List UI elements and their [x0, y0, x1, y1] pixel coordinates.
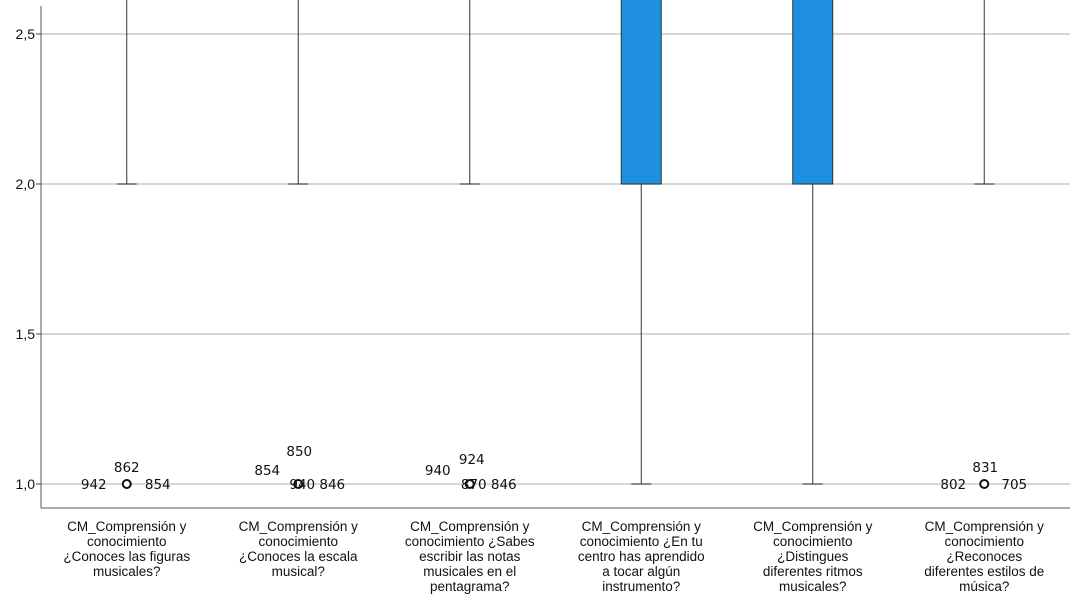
- outlier-label: 940: [425, 463, 451, 479]
- outlier-label: 831: [972, 460, 998, 476]
- category-label-line: ¿Conoces las figuras: [63, 549, 190, 564]
- outlier-marker: [121, 479, 132, 489]
- boxes: [116, 0, 995, 485]
- category-label-line: conocimiento: [258, 534, 338, 549]
- outlier-label: 924: [459, 452, 485, 468]
- category-label-line: pentagrama?: [430, 579, 510, 594]
- category-label-line: conocimiento ¿En tu: [580, 534, 703, 549]
- category-label-line: musicales?: [779, 579, 847, 594]
- outlier-marker: [293, 479, 304, 489]
- category-label-line: ¿Conoces la escala: [239, 549, 358, 564]
- y-tick-label: 2,5: [16, 26, 36, 42]
- outlier-label: 942: [81, 477, 107, 493]
- category-label-line: conocimiento: [773, 534, 853, 549]
- outlier-marker: [979, 479, 990, 489]
- outlier-label: 850: [286, 444, 312, 460]
- y-tick-label: 2,0: [16, 176, 36, 192]
- category-label: CM_Comprensión y conocimiento ¿Distingues d…: [753, 519, 873, 594]
- category-label-line: a tocar algún: [602, 564, 680, 579]
- outlier-label: 854: [145, 477, 171, 493]
- category-label: CM_Comprensión y conocimiento ¿Sabes escri…: [405, 519, 535, 594]
- category-label-line: musical?: [272, 564, 325, 579]
- category-label-line: diferentes ritmos: [763, 564, 863, 579]
- outlier-label: 862: [114, 460, 140, 476]
- outlier-label: 854: [254, 463, 280, 479]
- category-label-line: CM_Comprensión y: [925, 519, 1045, 534]
- gridlines: [41, 33, 1070, 485]
- outlier-label: 802: [940, 477, 966, 493]
- category-label: CM_Comprensión y conocimiento ¿Conoces las…: [63, 519, 190, 579]
- category-label-line: CM_Comprensión y: [410, 519, 530, 534]
- outlier-label: 846: [319, 477, 345, 493]
- category-label-line: centro has aprendido: [578, 549, 705, 564]
- y-tick-labels: 1,01,52,02,53,03,54,0: [16, 26, 36, 492]
- axes: [36, 6, 1070, 509]
- category-label-line: ¿Reconoces: [946, 549, 1022, 564]
- category-label-line: CM_Comprensión y: [582, 519, 702, 534]
- category-label-line: conocimiento ¿Sabes: [405, 534, 535, 549]
- category-label: CM_Comprensión y conocimiento ¿Conoces la …: [239, 519, 359, 579]
- category-label-line: música?: [959, 579, 1009, 594]
- category-label-line: ¿Distingues: [777, 549, 849, 564]
- box: [792, 0, 834, 185]
- category-labels: CM_Comprensión y conocimiento ¿Conoces las…: [63, 519, 1044, 594]
- category-label-line: CM_Comprensión y: [67, 519, 187, 534]
- category-label: CM_Comprensión y conocimiento ¿En tu centr…: [578, 519, 705, 594]
- outlier-label: 705: [1001, 477, 1027, 493]
- category-label-line: conocimiento: [87, 534, 167, 549]
- outlier-marker: [464, 479, 475, 489]
- category-label-line: musicales en el: [423, 564, 516, 579]
- category-label-line: escribir las notas: [419, 549, 521, 564]
- outlier-label: 940: [289, 477, 315, 493]
- category-label-line: instrumento?: [602, 579, 680, 594]
- category-label-line: musicales?: [93, 564, 161, 579]
- category-label-line: diferentes estilos de: [924, 564, 1044, 579]
- category-label-line: conocimiento: [944, 534, 1024, 549]
- y-tick-label: 1,5: [16, 326, 36, 342]
- category-label: CM_Comprensión y conocimiento ¿Reconoces di…: [924, 519, 1044, 594]
- outlier-label: 870: [461, 477, 487, 493]
- category-label-line: CM_Comprensión y: [239, 519, 359, 534]
- y-tick-label: 1,0: [16, 476, 36, 492]
- category-label-line: CM_Comprensión y: [753, 519, 873, 534]
- box: [620, 0, 662, 185]
- outlier-label: 846: [491, 477, 517, 493]
